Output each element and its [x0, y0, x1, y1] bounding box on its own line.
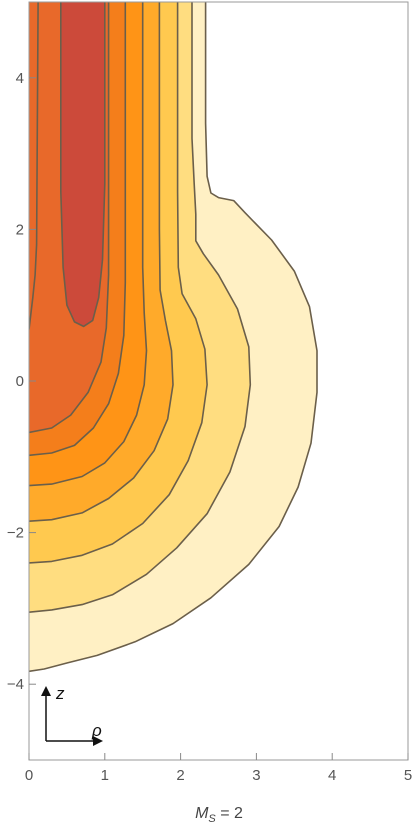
x-tick-label: 0 — [25, 767, 33, 784]
inset-axes: z ρ — [41, 684, 103, 746]
contour-line-level-7 — [29, 2, 110, 434]
caption-symbol: M — [195, 805, 209, 822]
y-tick-label: 4 — [16, 70, 24, 87]
y-tick-label: 2 — [16, 221, 24, 238]
x-tick-label: 4 — [328, 767, 336, 784]
contour-line-level-3 — [29, 2, 208, 564]
chart-caption: MS = 2 — [195, 805, 243, 825]
contour-line-level-1 — [29, 2, 318, 673]
y-tick-label: −2 — [7, 525, 24, 542]
contour-regions — [29, 2, 318, 673]
contour-line-level-4 — [29, 2, 174, 522]
contour-line-level-6 — [29, 2, 127, 457]
y-tick-label: −4 — [7, 676, 24, 693]
caption-subscript: S — [208, 813, 216, 825]
contour-line-level-7 — [29, 2, 39, 330]
y-axis: −4 −2 0 2 4 — [7, 70, 36, 693]
x-axis: 0 1 2 3 4 5 — [25, 753, 412, 784]
inset-z-label: z — [55, 684, 65, 703]
x-tick-label: 5 — [404, 767, 412, 784]
contour-region-level-8 — [60, 2, 105, 327]
y-tick-label: 0 — [16, 373, 24, 390]
caption-relation: = 2 — [216, 805, 243, 822]
x-tick-label: 1 — [101, 767, 109, 784]
x-tick-label: 3 — [252, 767, 260, 784]
contour-line-level-8 — [60, 2, 106, 328]
contour-line-level-5 — [29, 2, 148, 487]
x-tick-label: 2 — [176, 767, 184, 784]
inset-rho-label: ρ — [91, 721, 102, 740]
contour-line-level-2 — [29, 2, 252, 613]
